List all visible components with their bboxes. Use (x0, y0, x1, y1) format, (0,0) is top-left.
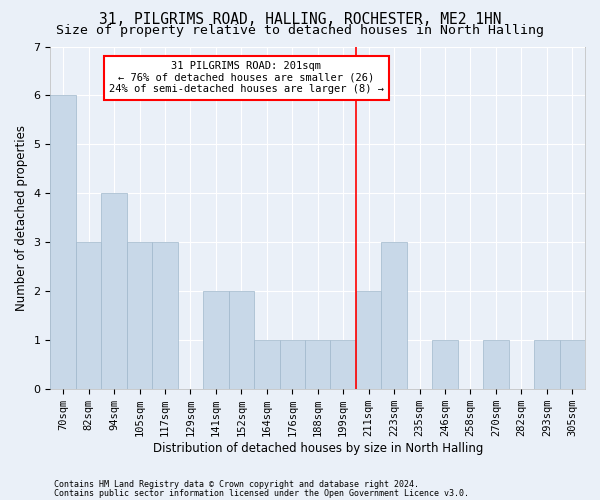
Bar (76, 242, 101, 389)
Bar (280, 340, 305, 389)
Bar (483, 340, 509, 389)
Bar (50, 96, 76, 389)
Text: Contains public sector information licensed under the Open Government Licence v3: Contains public sector information licen… (54, 490, 469, 498)
Bar (254, 340, 280, 389)
Bar (152, 242, 178, 389)
Bar (356, 292, 382, 389)
Text: 31 PILGRIMS ROAD: 201sqm
← 76% of detached houses are smaller (26)
24% of semi-d: 31 PILGRIMS ROAD: 201sqm ← 76% of detach… (109, 61, 384, 94)
Bar (203, 292, 229, 389)
Text: Size of property relative to detached houses in North Halling: Size of property relative to detached ho… (56, 24, 544, 37)
Bar (305, 340, 331, 389)
Bar (382, 242, 407, 389)
Bar (127, 242, 152, 389)
Bar (331, 340, 356, 389)
Bar (560, 340, 585, 389)
Bar (101, 194, 127, 389)
Y-axis label: Number of detached properties: Number of detached properties (15, 125, 28, 311)
X-axis label: Distribution of detached houses by size in North Halling: Distribution of detached houses by size … (152, 442, 483, 455)
Bar (229, 292, 254, 389)
Bar (432, 340, 458, 389)
Text: 31, PILGRIMS ROAD, HALLING, ROCHESTER, ME2 1HN: 31, PILGRIMS ROAD, HALLING, ROCHESTER, M… (99, 12, 501, 28)
Text: Contains HM Land Registry data © Crown copyright and database right 2024.: Contains HM Land Registry data © Crown c… (54, 480, 419, 489)
Bar (534, 340, 560, 389)
